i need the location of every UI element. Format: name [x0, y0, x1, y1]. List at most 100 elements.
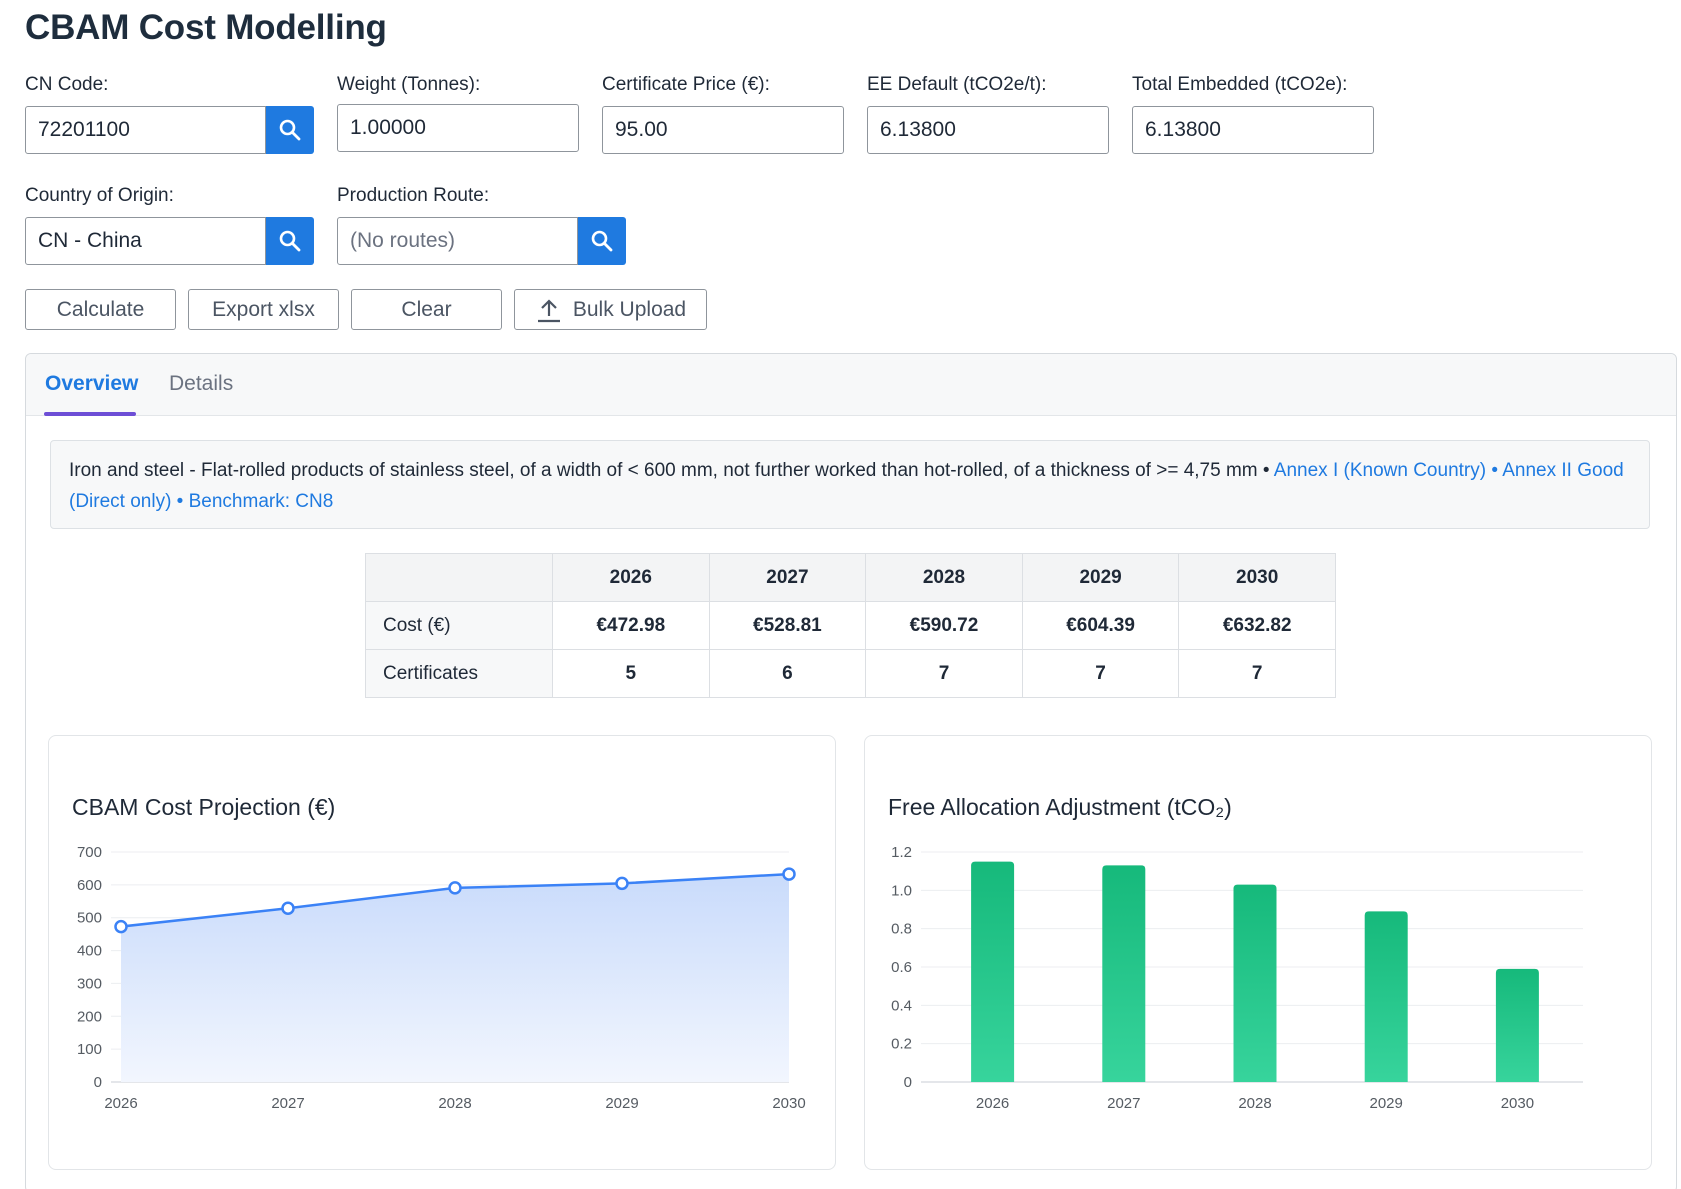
tab-details[interactable]: Details [169, 372, 234, 395]
certificate-price-label: Certificate Price (€): [602, 74, 770, 95]
ee-default-label: EE Default (tCO2e/t): [867, 74, 1047, 95]
data-point [448, 881, 462, 895]
upload-icon [537, 298, 560, 322]
page-title: CBAM Cost Modelling [25, 8, 387, 47]
free-allocation-chart-title: Free Allocation Adjustment (tCO₂) [888, 794, 1232, 820]
table-row: Cost (€) €472.98 €528.81 €590.72 €604.39… [365, 601, 1336, 650]
table-cell: 6 [708, 649, 867, 698]
x-tick-label: 2029 [605, 1095, 638, 1112]
benchmark-link[interactable]: Benchmark: CN8 [188, 491, 334, 512]
tab-overview[interactable]: Overview [45, 372, 139, 395]
annex-ii-link[interactable]: Annex II Good (Direct only) [69, 460, 1624, 512]
table-header-cell: 2027 [708, 553, 867, 602]
export-xlsx-button-label: Export xlsx [212, 297, 315, 321]
product-description: Iron and steel - Flat-rolled products of… [50, 440, 1650, 529]
x-tick-label: 2027 [1107, 1095, 1140, 1112]
y-tick-label: 1.0 [891, 882, 912, 899]
table-header-cell: 2030 [1178, 553, 1336, 602]
search-icon [591, 230, 613, 252]
y-tick-label: 0 [94, 1074, 102, 1091]
weight-input[interactable]: 1.00000 [337, 104, 579, 152]
x-tick-label: 2029 [1370, 1095, 1403, 1112]
x-tick-label: 2028 [1238, 1095, 1271, 1112]
cn-code-field: CN Code: 72201100 [25, 73, 315, 163]
row-label-cost: Cost (€) [365, 601, 553, 650]
bar [971, 861, 1015, 1082]
bar [1102, 865, 1146, 1082]
table-cell: €590.72 [865, 601, 1023, 650]
bulk-upload-button-label: Bulk Upload [572, 297, 687, 321]
calculate-button-label: Calculate [56, 297, 145, 321]
table-header-cell: 2029 [1021, 553, 1180, 602]
active-tab-indicator [44, 412, 136, 416]
row-label-certificates: Certificates [365, 649, 553, 698]
bulk-upload-button[interactable]: Bulk Upload [514, 289, 707, 330]
calculate-button[interactable]: Calculate [25, 289, 176, 330]
ee-default-input[interactable]: 6.13800 [867, 106, 1109, 154]
y-tick-label: 700 [77, 844, 102, 861]
table-corner-cell [365, 553, 553, 602]
production-route-input[interactable]: (No routes) [337, 217, 578, 265]
table-cell: 7 [1178, 649, 1336, 698]
x-tick-label: 2026 [104, 1095, 137, 1112]
table-cell: 5 [552, 649, 710, 698]
description-separator: • [171, 491, 189, 512]
table-cell: €604.39 [1021, 601, 1180, 650]
total-embedded-field: Total Embedded (tCO2e): 6.13800 [1132, 73, 1375, 163]
table-cell: 7 [1021, 649, 1180, 698]
cost-projection-chart: 0 100 200 300 400 500 600 700 2026 2027 2028 2029 20… [77, 844, 806, 1112]
y-tick-label: 1.2 [891, 844, 912, 861]
description-separator: • [1257, 460, 1274, 481]
export-xlsx-button[interactable]: Export xlsx [188, 289, 339, 330]
certificate-price-input[interactable]: 95.00 [602, 106, 844, 154]
y-tick-label: 200 [77, 1008, 102, 1025]
x-tick-label: 2026 [976, 1095, 1009, 1112]
table-header-cell: 2026 [552, 553, 710, 602]
cn-code-input[interactable]: 72201100 [25, 106, 266, 154]
production-route-field: Production Route: (No routes) [337, 184, 627, 274]
production-route-search-button[interactable] [578, 217, 626, 265]
cn-code-label: CN Code: [25, 74, 109, 95]
clear-button-label: Clear [401, 297, 452, 321]
production-route-label: Production Route: [337, 185, 490, 206]
weight-label: Weight (Tonnes): [337, 74, 481, 95]
table-cell: €632.82 [1178, 601, 1336, 650]
ee-default-field: EE Default (tCO2e/t): 6.13800 [867, 73, 1110, 163]
y-tick-label: 0.2 [891, 1036, 912, 1053]
country-field: Country of Origin: CN - China [25, 184, 315, 274]
description-separator: • [1486, 460, 1503, 481]
data-point [281, 901, 295, 915]
y-tick-label: 400 [77, 943, 102, 960]
cn-code-search-button[interactable] [266, 106, 314, 154]
bar [1233, 884, 1277, 1082]
y-tick-label: 100 [77, 1041, 102, 1058]
total-embedded-input[interactable]: 6.13800 [1132, 106, 1374, 154]
free-allocation-chart-card: Free Allocation Adjustment (tCO₂) 0 0.2 0.… [864, 735, 1652, 1170]
y-tick-label: 0.4 [891, 997, 912, 1014]
area-fill [121, 874, 789, 1082]
free-allocation-chart: 0 0.2 0.4 0.6 0.8 1.0 1.2 2026 2027 2028 2029 2030 [891, 844, 1583, 1112]
data-point [114, 919, 128, 934]
x-tick-label: 2030 [1501, 1095, 1534, 1112]
total-embedded-label: Total Embedded (tCO2e): [1132, 74, 1348, 95]
weight-field: Weight (Tonnes): 1.00000 [337, 73, 580, 163]
y-tick-label: 0.8 [891, 921, 912, 938]
country-search-button[interactable] [266, 217, 314, 265]
y-tick-label: 0.6 [891, 959, 912, 976]
y-tick-label: 500 [77, 910, 102, 927]
cost-projection-table: 2026 2027 2028 2029 2030 Cost (€) €472.9… [365, 553, 1336, 698]
search-icon [279, 230, 301, 252]
y-tick-label: 0 [904, 1074, 912, 1091]
tab-bar: Overview Details [26, 354, 1676, 416]
bar [1495, 968, 1539, 1082]
clear-button[interactable]: Clear [351, 289, 502, 330]
country-input[interactable]: CN - China [25, 217, 266, 265]
table-cell: €472.98 [552, 601, 710, 650]
data-point [782, 867, 796, 881]
x-tick-label: 2028 [438, 1095, 471, 1112]
x-tick-label: 2030 [772, 1095, 805, 1112]
x-tick-label: 2027 [271, 1095, 304, 1112]
search-icon [279, 119, 301, 141]
table-cell: 7 [865, 649, 1023, 698]
annex-i-link[interactable]: Annex I (Known Country) [1273, 460, 1487, 481]
